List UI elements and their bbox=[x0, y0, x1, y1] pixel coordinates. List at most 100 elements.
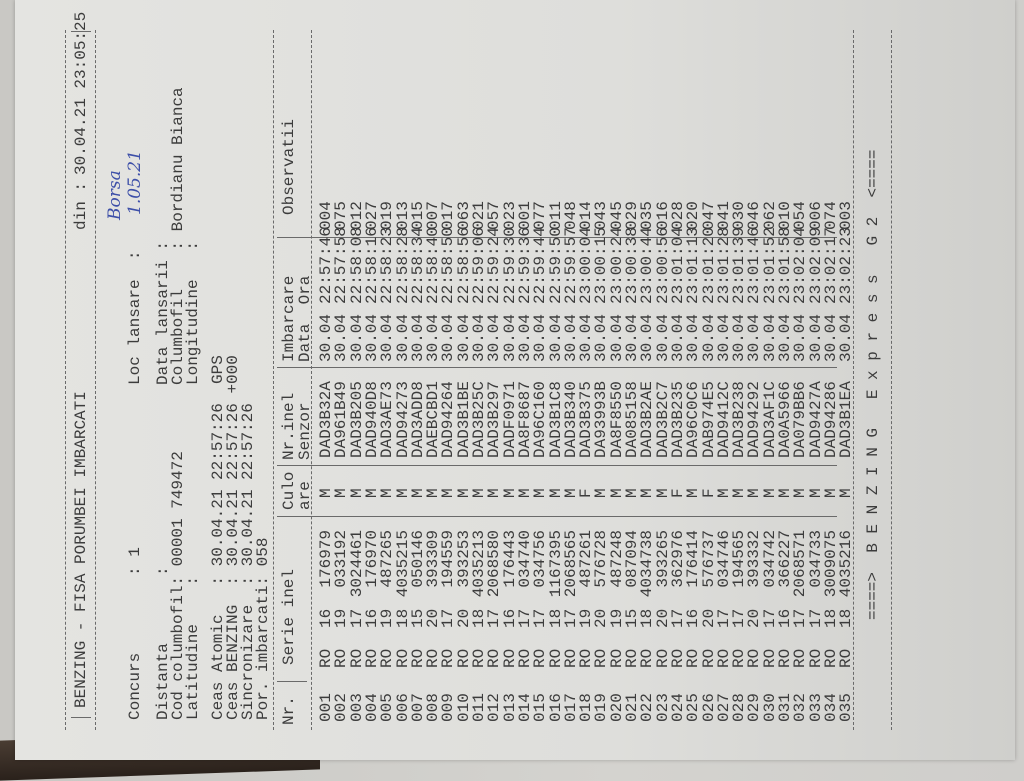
cell-data: 30.04 bbox=[378, 313, 397, 362]
cell-obs: 054 bbox=[791, 201, 810, 230]
cell-nr: 025 bbox=[684, 693, 703, 722]
cell-data: 30.04 bbox=[638, 313, 657, 362]
cell-ora: 23:01:13 bbox=[684, 227, 703, 304]
cell-nr: 002 bbox=[332, 693, 351, 722]
cell-senzor: DAD3B1EA bbox=[837, 381, 856, 458]
cell-senzor: DAD3B2AE bbox=[638, 381, 657, 458]
cell-senzor: DA96C160 bbox=[531, 381, 550, 458]
cell-ora: 23:00:15 bbox=[592, 227, 611, 304]
cell-nr: 032 bbox=[791, 693, 810, 722]
cell-data: 30.04 bbox=[439, 313, 458, 362]
footer-banner: ====> B E N Z I N G E x p r e s s G 2 <=… bbox=[864, 149, 882, 620]
table-row: 034 RO 18 3009075 M DAD94286 30.04 23:02:17 074 bbox=[822, 0, 840, 760]
table-row: 016 RO 18 1167395 M DAD3B1C8 30.04 22:59:50 011 bbox=[547, 0, 565, 760]
cell-an: 19 bbox=[332, 608, 351, 628]
cell-senzor: DA96C0C6 bbox=[684, 381, 703, 458]
cell-obs: 020 bbox=[684, 201, 703, 230]
cell-obs: 043 bbox=[592, 201, 611, 230]
cell-an: 17 bbox=[485, 608, 504, 628]
cell-tara: RO bbox=[791, 648, 810, 668]
cell-cul: M bbox=[378, 488, 397, 498]
table-row: 021 RO 15 087094 M DA085158 30.04 23:00:38 029 bbox=[623, 0, 641, 760]
divider bbox=[853, 30, 854, 730]
cell-ora: 22:59:44 bbox=[531, 227, 550, 304]
cell-ora: 22:57:58 bbox=[332, 227, 351, 304]
cell-obs: 035 bbox=[638, 201, 657, 230]
cell-ora: 23:01:46 bbox=[745, 227, 764, 304]
cell-obs: 003 bbox=[837, 201, 856, 230]
table-row: 023 RO 20 393265 M DAD3B2C7 30.04 23:00:56 016 bbox=[654, 0, 672, 760]
cell-inel: 194559 bbox=[439, 530, 458, 588]
cell-obs: 019 bbox=[378, 201, 397, 230]
cell-cul: M bbox=[791, 488, 810, 498]
cell-senzor: DAD3AE73 bbox=[378, 381, 397, 458]
cell-senzor: DAD3B297 bbox=[485, 381, 504, 458]
table-row: 001 RO 16 176979 M DAD3B32A 30.04 22:57:46 004 bbox=[317, 0, 335, 760]
cell-cul: M bbox=[684, 488, 703, 498]
cell-data: 30.04 bbox=[531, 313, 550, 362]
table-row: 015 RO 17 034756 M DA96C160 30.04 22:59:44 077 bbox=[531, 0, 550, 760]
cell-nr: 022 bbox=[638, 693, 657, 722]
cell-inel: 4034738 bbox=[638, 530, 657, 598]
cell-ora: 22:59:24 bbox=[485, 227, 504, 304]
cell-inel: 393332 bbox=[745, 530, 764, 588]
table-row: 013 RO 16 176443 M DADF0971 30.04 22:59:30 023 bbox=[501, 0, 519, 760]
cell-an: 17 bbox=[531, 608, 550, 628]
table-row: 018 RO 19 487261 F DAD3B375 30.04 23:00:04 014 bbox=[577, 0, 595, 760]
cell-ora: 23:02:04 bbox=[791, 227, 810, 304]
cell-cul: M bbox=[745, 488, 764, 498]
cell-nr: 035 bbox=[837, 693, 856, 722]
cell-inel: 4035216 bbox=[837, 530, 856, 598]
cell-nr: 005 bbox=[378, 693, 397, 722]
cell-senzor: DA961B49 bbox=[332, 381, 351, 458]
cell-inel: 033192 bbox=[332, 530, 351, 588]
cell-nr: 015 bbox=[531, 693, 550, 722]
cell-tara: RO bbox=[531, 648, 550, 668]
cell-tara: RO bbox=[745, 648, 764, 668]
cell-data: 30.04 bbox=[485, 313, 504, 362]
table-row: 028 RO 17 194565 M DAD3B238 30.04 23:01:39 030 bbox=[730, 0, 748, 760]
table-row: 004 RO 16 176970 M DAD940D8 30.04 22:58:16 027 bbox=[363, 0, 381, 760]
cell-data: 30.04 bbox=[684, 313, 703, 362]
cell-data: 30.04 bbox=[837, 313, 856, 362]
table-row: 008 RO 20 393309 M DAEBCBD1 30.04 22:58:40 007 bbox=[424, 0, 442, 760]
cell-ora: 23:02:23 bbox=[837, 227, 856, 304]
table-row: 003 RO 17 3024461 M DAD3B205 30.04 22:58:08 012 bbox=[348, 0, 366, 760]
table-row: 025 RO 16 176414 M DA96C0C6 30.04 23:01:13 020 bbox=[684, 0, 703, 760]
table-row: 011 RO 18 4035213 M DAD3B25C 30.04 22:59:06 021 bbox=[470, 0, 488, 760]
cell-cul: M bbox=[439, 488, 458, 498]
cell-tara: RO bbox=[439, 648, 458, 668]
table-row: 002 RO 19 033192 M DA961B49 30.04 22:57:58 075 bbox=[332, 0, 351, 760]
printed-pigeon-sheet: BENZING - FISA PORUMBEI IMBARCATI din : … bbox=[15, 0, 1015, 760]
cell-an: 17 bbox=[791, 608, 810, 628]
table-row: 017 RO 17 2068565 M DAD3B340 30.04 22:59:57 048 bbox=[562, 0, 580, 760]
cell-tara: RO bbox=[684, 648, 703, 668]
table-row: 029 RO 20 393332 M DAD94292 30.04 23:01:46 046 bbox=[745, 0, 764, 760]
cell-obs: 077 bbox=[531, 201, 550, 230]
divider bbox=[891, 30, 892, 730]
cell-senzor: DAD94264 bbox=[439, 381, 458, 458]
cell-tara: RO bbox=[638, 648, 657, 668]
cell-tara: RO bbox=[592, 648, 611, 668]
cell-senzor: DA079BB6 bbox=[791, 381, 810, 458]
cell-ora: 23:00:44 bbox=[638, 227, 657, 304]
table-row: 006 RO 18 4035215 M DAD94273 30.04 22:58:28 013 bbox=[394, 0, 412, 760]
cell-ora: 22:58:23 bbox=[378, 227, 397, 304]
cell-senzor: DAD94292 bbox=[745, 381, 764, 458]
table-row: 019 RO 20 576728 M DA93993B 30.04 23:00:15 043 bbox=[592, 0, 611, 760]
cell-an: 17 bbox=[439, 608, 458, 628]
cell-inel: 576728 bbox=[592, 530, 611, 588]
cell-an: 20 bbox=[592, 608, 611, 628]
table-row: 022 RO 18 4034738 M DAD3B2AE 30.04 23:00:44 035 bbox=[638, 0, 657, 760]
cell-inel: 176414 bbox=[684, 530, 703, 588]
cell-cul: M bbox=[837, 488, 856, 498]
table-row: 026 RO 20 576737 F DAB974E5 30.04 23:01:20 047 bbox=[700, 0, 718, 760]
cell-nr: 012 bbox=[485, 693, 504, 722]
table-row: 027 RO 17 034746 M DAD9412C 30.04 23:01:28 041 bbox=[715, 0, 733, 760]
cell-an: 20 bbox=[745, 608, 764, 628]
table-row: 030 RO 17 034742 M DAD3AF1C 30.04 23:01:52 062 bbox=[761, 0, 779, 760]
cell-obs: 017 bbox=[439, 201, 458, 230]
cell-inel: 2068571 bbox=[791, 530, 810, 598]
cell-cul: M bbox=[531, 488, 550, 498]
cell-tara: RO bbox=[378, 648, 397, 668]
